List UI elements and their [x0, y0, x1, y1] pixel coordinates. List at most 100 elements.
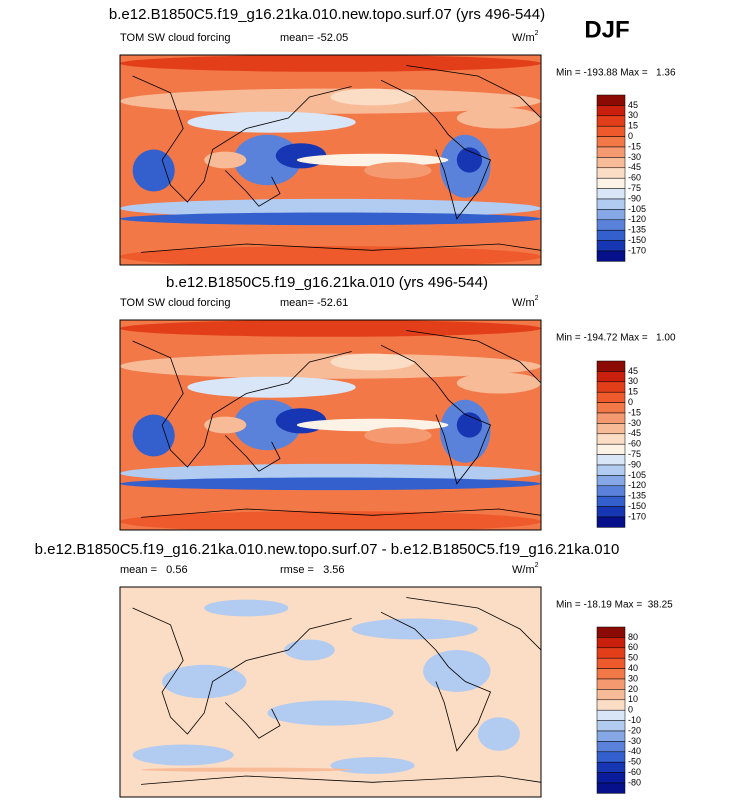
colorbar-label: -150	[628, 235, 646, 245]
colorbar-box	[596, 782, 626, 794]
field-patch	[141, 767, 352, 772]
colorbar-label: -170	[628, 245, 646, 255]
field-patch	[120, 198, 541, 218]
map-frame	[119, 54, 542, 266]
units-base: W/m	[512, 32, 535, 44]
colorbar-box	[596, 689, 626, 701]
colorbar-box	[596, 240, 626, 252]
coastline	[380, 79, 492, 220]
colorbar-box	[596, 454, 626, 466]
colorbar-label: -170	[628, 511, 646, 521]
colorbar-box	[596, 751, 626, 763]
colorbar-box	[596, 730, 626, 742]
colorbar-box	[596, 433, 626, 445]
min-max-label: Min = -193.88 Max = 1.36	[556, 68, 676, 79]
field-patch	[132, 744, 234, 766]
field-patch	[284, 639, 335, 661]
units-sup: 2	[535, 295, 539, 302]
colorbar-box	[596, 209, 626, 221]
colorbar-label: -45	[628, 162, 641, 172]
colorbar-box	[596, 720, 626, 732]
colorbar-label: -30	[628, 418, 641, 428]
colorbar-box	[596, 516, 626, 528]
coastline	[380, 344, 492, 485]
colorbar-label: -150	[628, 501, 646, 511]
units-sup: 2	[535, 562, 539, 569]
coastline	[406, 65, 541, 119]
map-field	[120, 587, 541, 797]
colorbar-label: -15	[628, 141, 641, 151]
field-patch	[296, 153, 449, 167]
colorbar-label: -135	[628, 491, 646, 501]
colorbar-label: 45	[628, 366, 638, 376]
colorbar-label: 30	[628, 376, 638, 386]
units-sup: 2	[535, 30, 539, 37]
colorbar-box	[596, 412, 626, 424]
colorbar-label: -50	[628, 757, 641, 767]
field-patch	[120, 477, 541, 491]
field-patch	[120, 353, 541, 379]
colorbar-box	[596, 637, 626, 649]
colorbar-label: 0	[628, 397, 633, 407]
colorbar-label: 0	[628, 705, 633, 715]
field-patch	[120, 246, 541, 265]
coastline	[406, 597, 541, 651]
coastline	[380, 611, 492, 752]
map-frame	[119, 319, 542, 531]
colorbar-label: 20	[628, 684, 638, 694]
colorbar-label: -45	[628, 428, 641, 438]
colorbar-label: -30	[628, 152, 641, 162]
panel-title: b.e12.B1850C5.f19_g16.21ka.010.new.topo.…	[109, 6, 545, 23]
colorbar-label: -105	[628, 204, 646, 214]
field-patch	[204, 599, 289, 617]
colorbar-box	[596, 678, 626, 690]
field-patch	[364, 427, 432, 444]
colorbar-box	[596, 657, 626, 669]
map	[119, 586, 542, 798]
colorbar-box	[596, 157, 626, 169]
colorbar-label: 10	[628, 694, 638, 704]
colorbar-label: -15	[628, 407, 641, 417]
colorbar-label: 0	[628, 131, 633, 141]
colorbar-label: -60	[628, 173, 641, 183]
colorbar-box	[596, 188, 626, 200]
map	[119, 319, 542, 531]
colorbar-box	[596, 360, 626, 372]
colorbar-box	[596, 167, 626, 179]
season-label: DJF	[584, 16, 629, 43]
coastline	[225, 435, 281, 472]
colorbar-label: -120	[628, 480, 646, 490]
colorbar-label: 80	[628, 632, 638, 642]
panel-left-label: TOM SW cloud forcing	[120, 297, 230, 309]
field-patch	[120, 320, 541, 337]
colorbar-box	[596, 699, 626, 711]
colorbar-label: 45	[628, 100, 638, 110]
colorbar-box	[596, 423, 626, 435]
colorbar-box	[596, 136, 626, 148]
field-patch	[162, 664, 247, 699]
field-patch	[132, 414, 175, 457]
coastline	[141, 508, 541, 518]
field-patch	[330, 353, 415, 371]
field-patch	[267, 700, 394, 726]
colorbar-box	[596, 475, 626, 487]
colorbar-label: -75	[628, 449, 641, 459]
colorbar-label: -120	[628, 214, 646, 224]
map	[119, 54, 542, 266]
field-patch	[120, 212, 541, 226]
panel-title: b.e12.B1850C5.f19_g16.21ka.010.new.topo.…	[35, 541, 620, 558]
map-field	[120, 55, 541, 265]
units-base: W/m	[512, 564, 535, 576]
panel-title: b.e12.B1850C5.f19_g16.21ka.010 (yrs 496-…	[166, 274, 488, 291]
colorbar-box	[596, 741, 626, 753]
panel-left-label: mean = 0.56	[120, 564, 188, 576]
field-patch	[456, 107, 541, 129]
field-patch	[120, 88, 541, 114]
colorbar-label: 15	[628, 387, 638, 397]
coastline	[132, 340, 352, 468]
colorbar-box	[596, 709, 626, 721]
units-label: W/m2	[512, 562, 539, 576]
min-max-label: Min = -18.19 Max = 38.25	[556, 600, 673, 611]
colorbar-label: -60	[628, 439, 641, 449]
